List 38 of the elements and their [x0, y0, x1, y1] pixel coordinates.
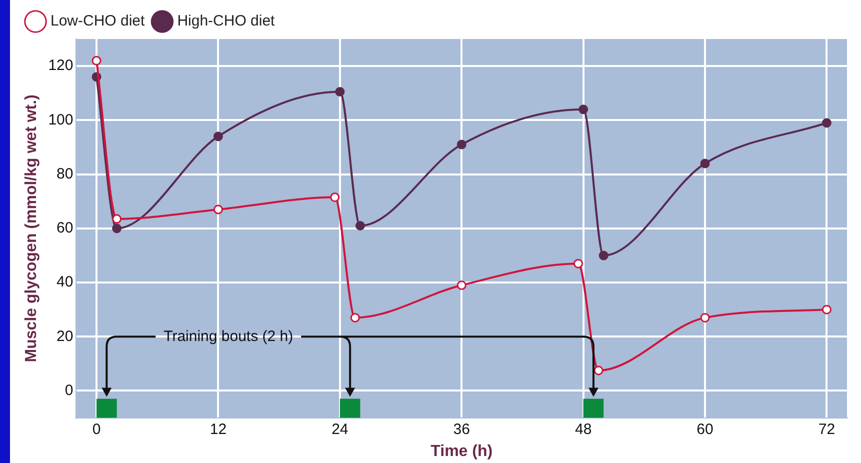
x-tick-label: 36: [453, 420, 470, 438]
point: [594, 366, 604, 376]
point: [573, 258, 583, 268]
x-tick-label: 72: [818, 420, 836, 438]
annotation: Training bouts (2 h): [164, 328, 294, 345]
x-tick-label: 48: [574, 420, 592, 438]
point: [355, 220, 365, 230]
point: [700, 158, 710, 168]
point: [578, 104, 588, 114]
y-axis-title: Muscle glycogen (mmol/kg wet wt.): [23, 94, 40, 362]
point: [822, 118, 832, 128]
point: [330, 192, 340, 202]
point: [112, 224, 122, 234]
y-tick-label: 0: [64, 382, 74, 399]
x-tick-label: 12: [210, 420, 227, 438]
point: [213, 204, 223, 214]
x-tick-label: 24: [332, 420, 348, 438]
point: [92, 56, 102, 66]
point: [456, 140, 466, 150]
y-tick-label: 100: [48, 111, 74, 128]
point: [700, 312, 710, 322]
point: [335, 87, 345, 97]
point: [598, 250, 608, 260]
y-tick-label: 40: [56, 274, 74, 291]
legend-label: Low-CHO diet: [50, 12, 146, 30]
x-tick-label: 60: [696, 420, 714, 438]
point: [213, 132, 223, 142]
x-tick-label: 0: [92, 420, 101, 438]
y-tick-label: 120: [48, 57, 74, 74]
point: [822, 304, 832, 314]
point: [350, 312, 360, 322]
y-tick-label: 80: [56, 165, 74, 182]
legend-label: High-CHO diet: [177, 12, 276, 30]
y-tick-label: 20: [56, 328, 74, 345]
point: [112, 214, 122, 224]
x-axis-title: Time (h): [430, 442, 493, 460]
point: [456, 280, 466, 290]
y-tick-label: 60: [56, 220, 74, 237]
